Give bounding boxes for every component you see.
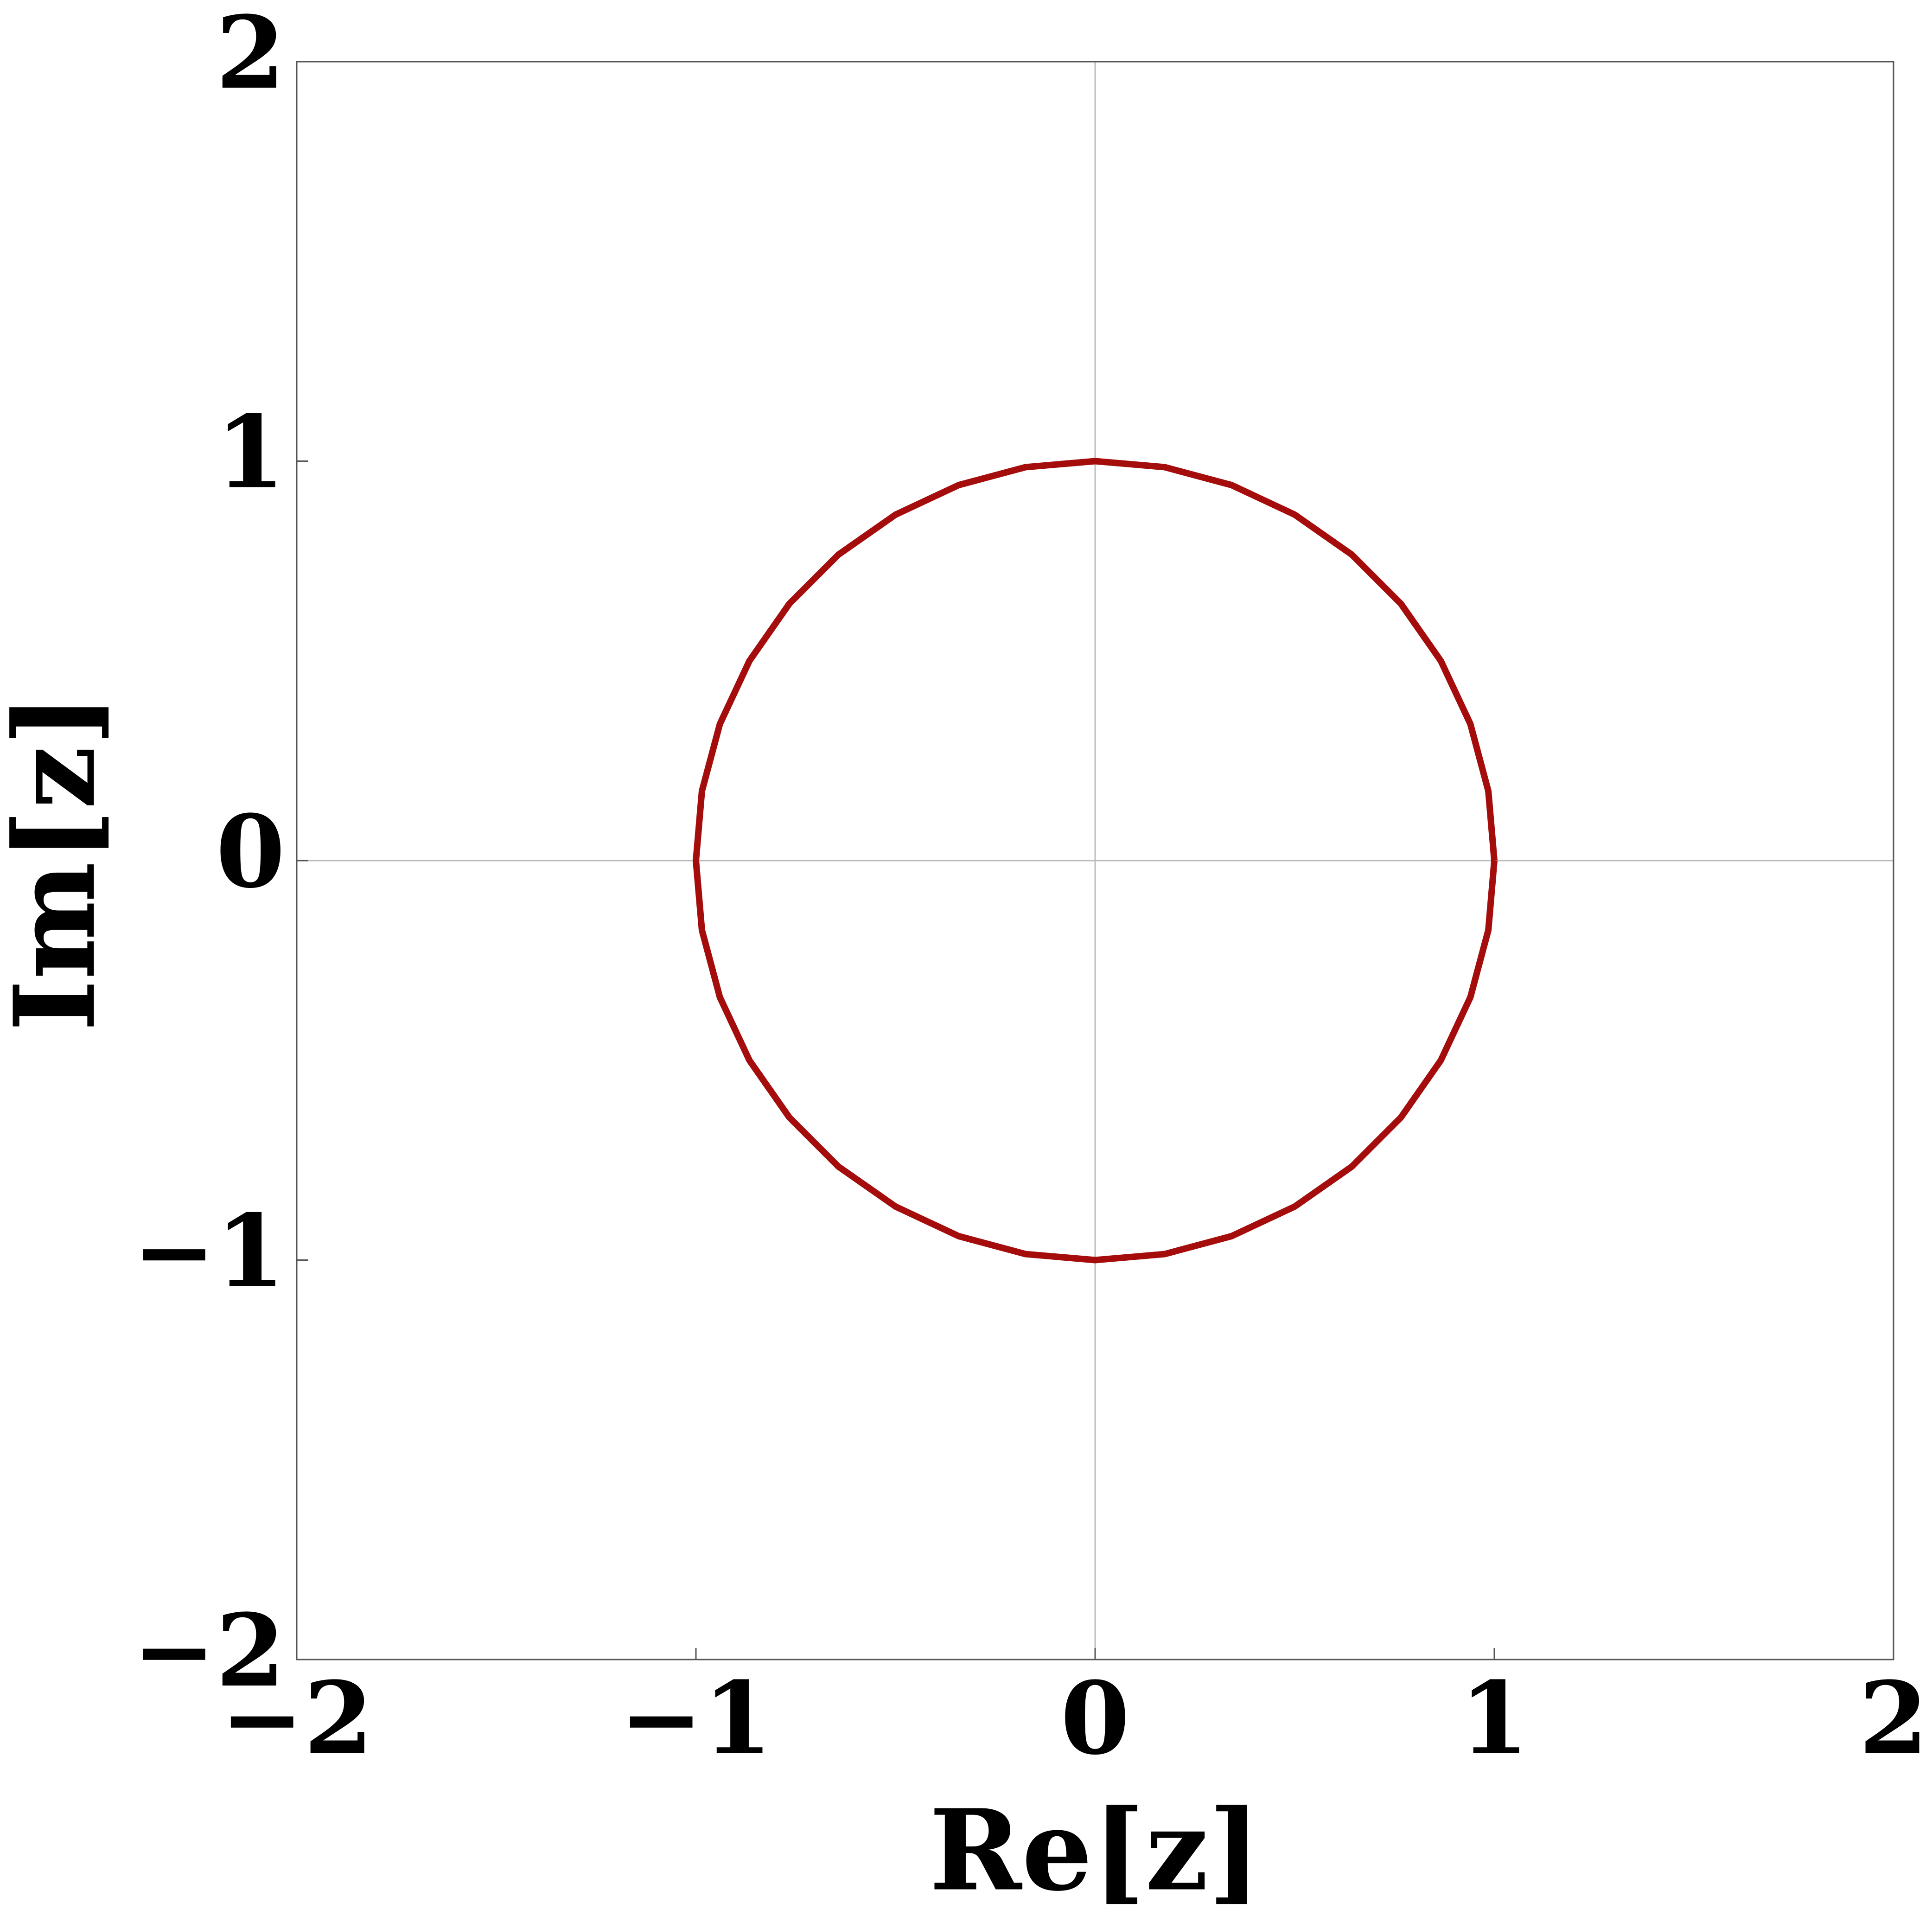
x-axis-label: Re[z] xyxy=(929,1785,1261,1916)
x-tick-label: 1 xyxy=(1460,1660,1529,1777)
x-tick-label: −2 xyxy=(220,1660,373,1777)
x-tick-label: 0 xyxy=(1060,1660,1130,1777)
y-tick-label: 2 xyxy=(216,0,285,111)
x-tick-label: 2 xyxy=(1859,1660,1928,1777)
y-tick-label: −2 xyxy=(132,1592,285,1709)
plot-frame xyxy=(296,61,1894,1660)
x-tick-label: −1 xyxy=(619,1660,772,1777)
y-tick-label: −1 xyxy=(132,1193,285,1310)
y-tick-label: 1 xyxy=(216,394,285,511)
y-tick-label: 0 xyxy=(216,793,285,910)
y-axis-label: Im[z] xyxy=(0,693,121,1032)
series-line xyxy=(693,458,1498,1264)
